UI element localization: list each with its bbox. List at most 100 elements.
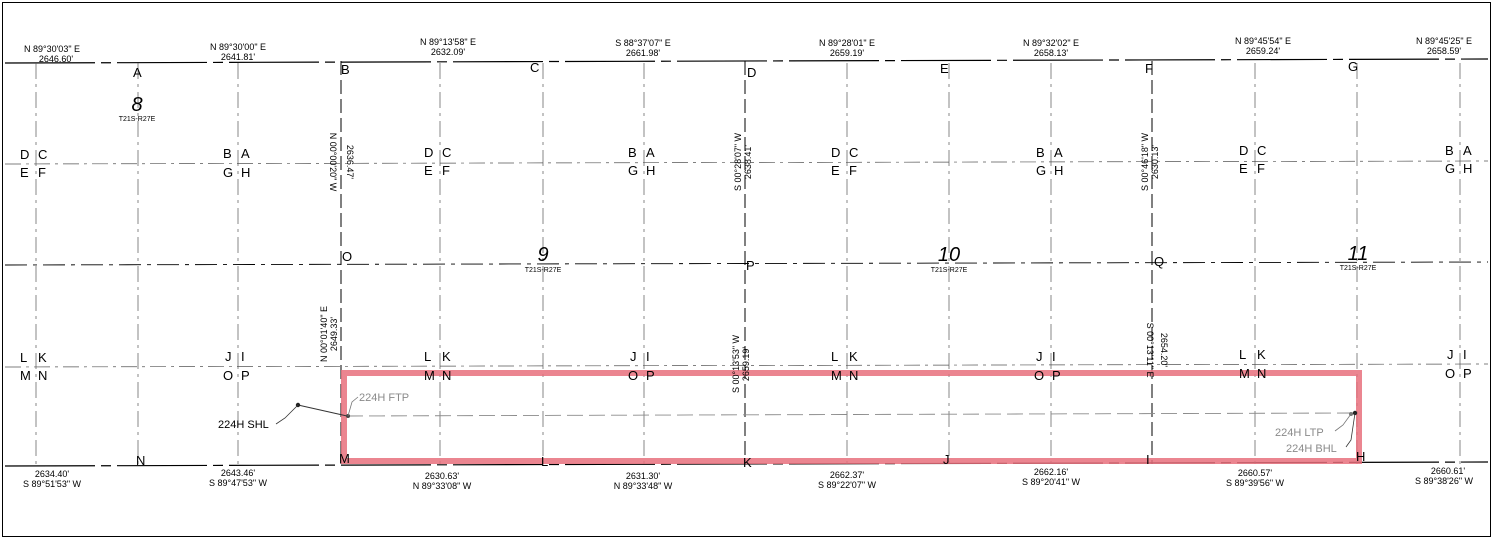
corner-point-label: N — [136, 453, 145, 468]
shl-leader — [275, 404, 299, 425]
corner-point-label: B — [341, 62, 350, 77]
qq-label: K — [849, 349, 858, 364]
corner-point-label: G — [1348, 59, 1358, 74]
ltp-leader — [1334, 413, 1352, 432]
vertical-calls: N 00°00'20" W 2636.47' N 00°01'40" E 264… — [319, 132, 1169, 393]
qq-label: P — [241, 368, 250, 383]
corner-point-label: I — [1146, 452, 1150, 467]
top-boundary-line — [4, 58, 1489, 64]
section-number: 10 — [938, 244, 960, 266]
qq-label: B — [1445, 143, 1454, 158]
qq-label: P — [646, 368, 655, 383]
qq-label: B — [628, 145, 637, 160]
qq-label: G — [1036, 163, 1046, 178]
section-township: T21S-R27E — [1340, 265, 1377, 272]
qq-label: H — [1054, 163, 1063, 178]
bottom-call-distance: 2631.30' — [626, 471, 661, 481]
corner-point-label: J — [943, 452, 950, 467]
qq-label: N — [442, 368, 451, 383]
bottom-call-distance: 2660.61' — [1431, 466, 1466, 476]
project-area-outline — [341, 370, 1362, 464]
section-township: T21S-R27E — [931, 267, 968, 274]
qq-label: M — [424, 368, 435, 383]
corner-point-label: M — [339, 451, 350, 466]
ftp-leader — [347, 396, 359, 417]
well-labels: 224H SHL 224H FTP 224H LTP 224H BHL — [218, 392, 1337, 455]
section-number: 9 — [537, 244, 548, 266]
vertical-call-distance: 2630.13' — [1150, 145, 1160, 180]
top-call-bearing: N 89°28'01" E — [819, 38, 875, 48]
top-call-bearing: N 89°13'58" E — [420, 37, 476, 47]
qq-label: A — [1463, 143, 1472, 158]
top-call-distance: 2632.09' — [431, 47, 466, 57]
corner-point-label: A — [133, 65, 142, 80]
qq-label: I — [1052, 349, 1056, 364]
qq-label: B — [223, 146, 232, 161]
section-number: 8 — [131, 94, 142, 116]
qq-label: D — [20, 147, 29, 162]
top-call-distance: 2661.98' — [626, 48, 661, 58]
qq-label: L — [20, 350, 27, 365]
top-call-distance: 2646.60' — [39, 54, 74, 64]
qq-label: C — [38, 147, 47, 162]
corner-point-label: P — [746, 258, 755, 273]
qline-h2 — [4, 363, 1489, 368]
well-markers — [295, 402, 1358, 418]
qq-label: A — [241, 146, 250, 161]
qq-label: J — [225, 349, 232, 364]
qq-label: E — [831, 163, 840, 178]
vertical-call-bearing: S 00°13'11" E — [1145, 323, 1155, 378]
top-call-distance: 2659.24' — [1246, 46, 1281, 56]
bottom-call-bearing: S 89°47'53" W — [209, 478, 268, 488]
corner-point-label: E — [940, 61, 949, 76]
top-call-bearing: S 88°37'07" E — [615, 38, 671, 48]
bottom-call-bearing: S 89°39'56" W — [1226, 478, 1285, 488]
vertical-call-distance: 2654.20' — [1159, 333, 1169, 368]
top-call-distance: 2658.59' — [1427, 46, 1462, 56]
bottom-call-distance: 2660.57' — [1238, 468, 1273, 478]
bottom-call-bearing: S 89°20'41" W — [1022, 477, 1081, 487]
qq-label: E — [424, 163, 433, 178]
shl-label: 224H SHL — [218, 419, 269, 431]
bottom-call-bearing: S 89°38'26" W — [1415, 476, 1474, 486]
qq-label: N — [1257, 366, 1266, 381]
bottom-call-bearing: N 89°33'48" W — [614, 481, 673, 491]
qq-label: A — [646, 145, 655, 160]
qq-label: B — [1036, 145, 1045, 160]
qq-label: A — [1054, 145, 1063, 160]
vertical-call-bearing: S 00°46'18" W — [1140, 132, 1150, 191]
qq-label: O — [628, 368, 638, 383]
qq-label: G — [223, 165, 233, 180]
bottom-call-bearing: S 89°51'53" W — [23, 479, 82, 489]
corner-point-label: Q — [1154, 254, 1164, 269]
qq-label: I — [241, 349, 245, 364]
qq-label: I — [646, 349, 650, 364]
mid-section-line — [4, 261, 1489, 266]
qq-label: C — [849, 145, 858, 160]
qq-label: F — [442, 163, 450, 178]
corner-point-label: F — [1145, 61, 1153, 76]
corner-point-label: H — [1356, 449, 1365, 464]
qq-label: J — [1447, 347, 1454, 362]
quarter-lines — [4, 63, 1489, 466]
qq-label: O — [223, 368, 233, 383]
bhl-label: 224H BHL — [1286, 443, 1337, 455]
qq-label: M — [831, 368, 842, 383]
bhl-leader — [1345, 412, 1356, 448]
qq-label: L — [1239, 347, 1246, 362]
qq-label: C — [442, 145, 451, 160]
qq-label: J — [1036, 349, 1043, 364]
qq-label: G — [628, 163, 638, 178]
qq-label: C — [1257, 143, 1266, 158]
top-call-bearing: N 89°45'25" E — [1416, 36, 1472, 46]
qq-label: J — [630, 349, 637, 364]
vertical-call-distance: 2659.19' — [741, 347, 751, 382]
bottom-calls: 2634.40' S 89°51'53" W 2643.46' S 89°47'… — [23, 466, 1474, 491]
bottom-call-distance: 2634.40' — [35, 469, 70, 479]
section-township: T21S-R27E — [119, 116, 156, 123]
vertical-call-distance: 2649.33' — [329, 317, 339, 352]
qq-label: G — [1445, 161, 1455, 176]
qq-label: H — [241, 165, 250, 180]
vertical-call-bearing: N 00°01'40" E — [319, 306, 329, 362]
